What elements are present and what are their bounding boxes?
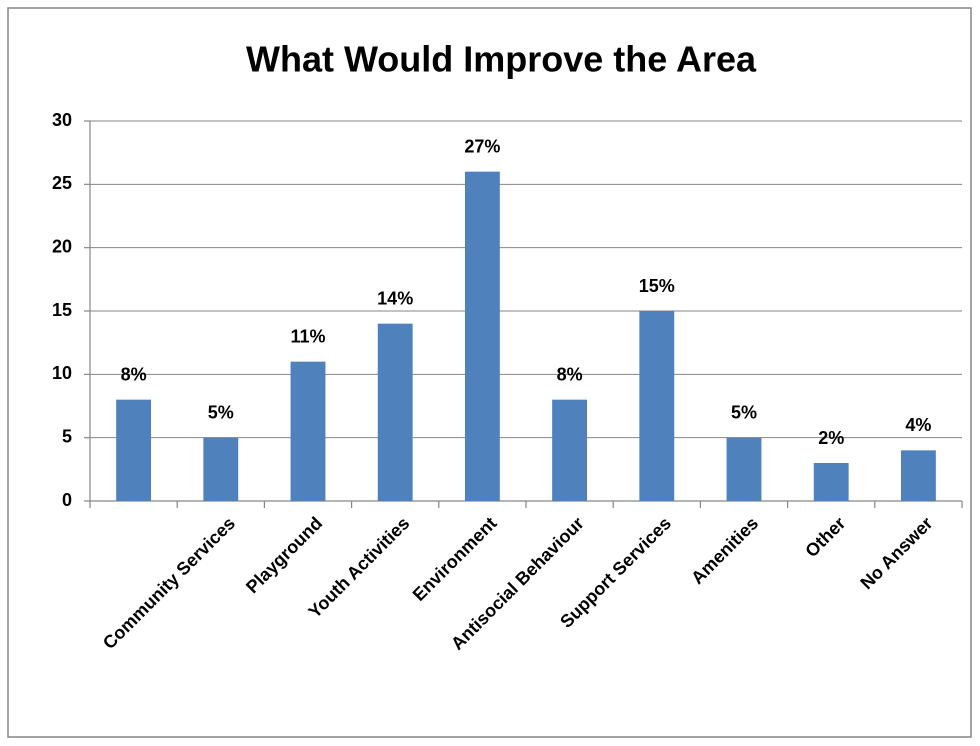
bar xyxy=(290,361,326,501)
y-tick-label: 30 xyxy=(52,110,72,130)
data-label: 14% xyxy=(377,288,413,308)
bar xyxy=(900,450,936,501)
data-label: 11% xyxy=(290,326,325,346)
y-tick-label: 10 xyxy=(52,363,72,383)
data-label: 2% xyxy=(818,428,844,448)
data-label: 15% xyxy=(639,276,675,296)
bar xyxy=(203,437,239,501)
bar xyxy=(552,399,588,501)
y-tick-label: 5 xyxy=(62,426,72,446)
data-label: 27% xyxy=(464,136,500,156)
bar xyxy=(813,463,849,501)
data-label: 8% xyxy=(121,364,147,384)
bar xyxy=(726,437,762,501)
y-tick-label: 0 xyxy=(62,490,72,510)
y-tick-label: 25 xyxy=(52,173,72,193)
bar xyxy=(639,311,675,501)
bar xyxy=(377,323,413,501)
data-label: 5% xyxy=(731,402,757,422)
bar xyxy=(116,399,152,501)
data-label: 5% xyxy=(208,402,234,422)
chart-title: What Would Improve the Area xyxy=(246,39,757,80)
data-label: 8% xyxy=(557,364,583,384)
y-tick-label: 15 xyxy=(52,300,72,320)
data-label: 4% xyxy=(905,415,931,435)
y-tick-label: 20 xyxy=(52,236,72,256)
bar xyxy=(464,171,500,501)
